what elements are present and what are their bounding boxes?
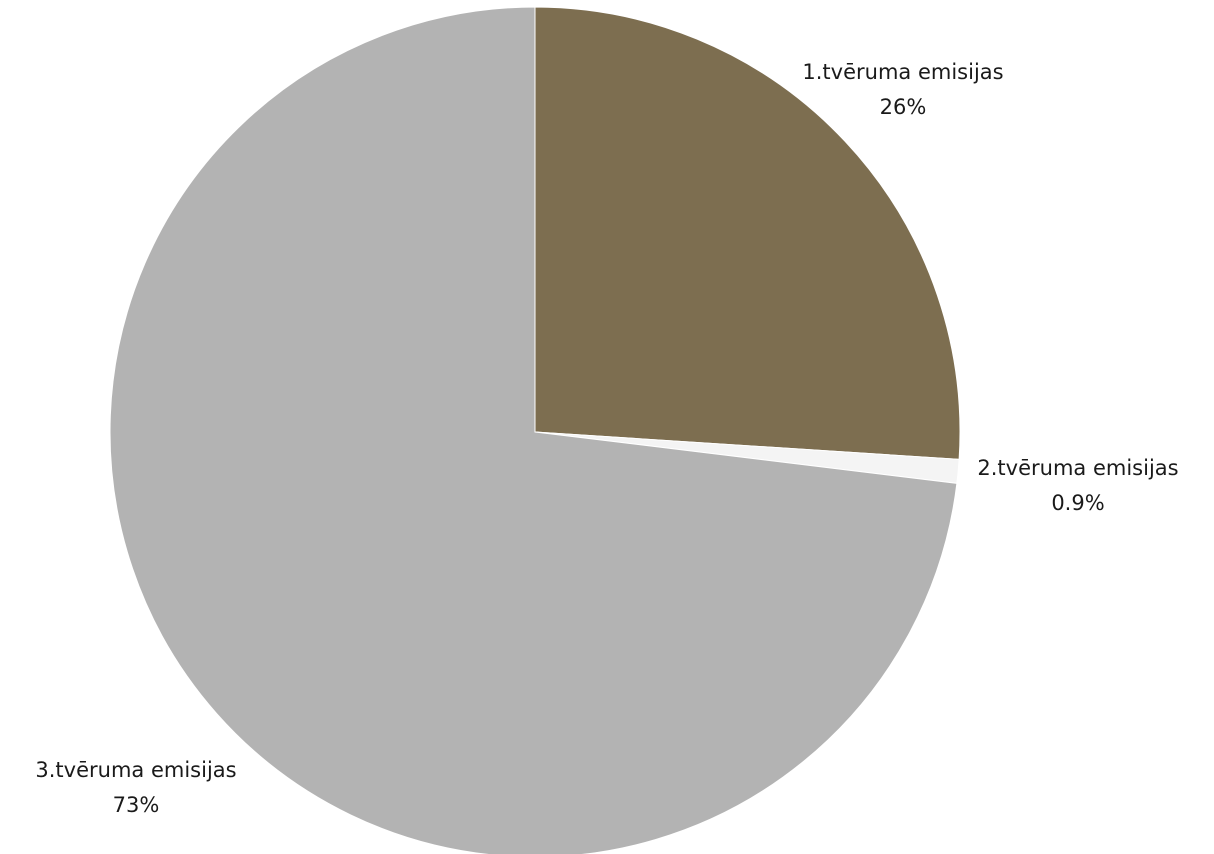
slice-label-1: 1.tvēruma emisijas 26% (802, 60, 1003, 119)
pie-slice-3 (109, 6, 958, 854)
pie-slices (109, 6, 961, 854)
slice-2-value-label: 0.9% (1051, 491, 1104, 515)
slice-2-name-label: 2.tvēruma emisijas (977, 456, 1178, 480)
pie-labels: 1.tvēruma emisijas 26% 2.tvēruma emisija… (35, 60, 1178, 817)
slice-1-value-label: 26% (880, 95, 927, 119)
slice-1-name-label: 1.tvēruma emisijas (802, 60, 1003, 84)
pie-slice-1 (534, 6, 961, 460)
slice-label-2: 2.tvēruma emisijas 0.9% (977, 456, 1178, 515)
slice-label-3: 3.tvēruma emisijas 73% (35, 758, 236, 817)
slice-3-name-label: 3.tvēruma emisijas (35, 758, 236, 782)
slice-3-value-label: 73% (113, 793, 160, 817)
